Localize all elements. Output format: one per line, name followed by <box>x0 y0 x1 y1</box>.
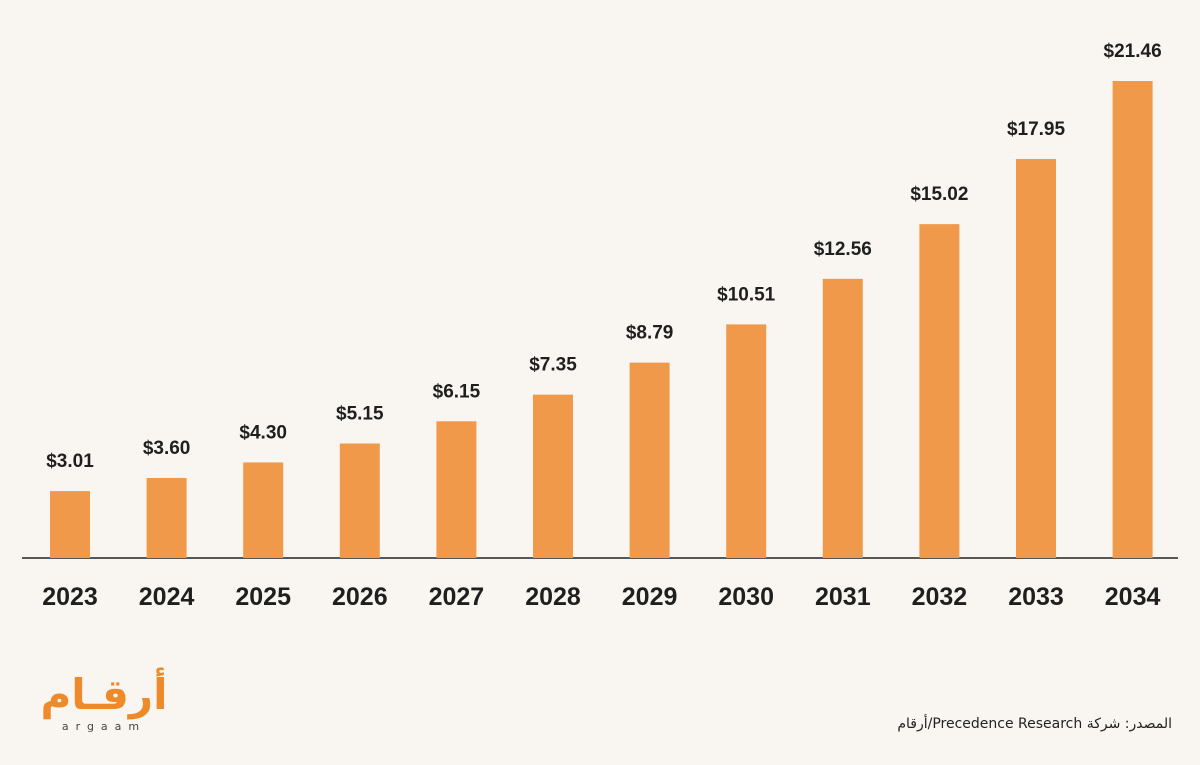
bar-2029 <box>629 362 670 558</box>
value-labels-group: $3.01 $3.60 $4.30 $5.15 $6.15 $7.35 $8.79 $10.5… <box>46 41 1161 472</box>
value-label-2024: $3.60 <box>143 438 191 459</box>
category-label-2029: 2029 <box>622 583 678 611</box>
bar-2024 <box>146 477 187 558</box>
argaam-logo: أرقـام argaam <box>34 672 174 742</box>
category-label-2027: 2027 <box>429 583 485 611</box>
category-label-2024: 2024 <box>139 583 195 611</box>
bars-group <box>50 81 1153 558</box>
value-label-2025: $4.30 <box>239 422 287 443</box>
bar-2033 <box>1016 159 1056 558</box>
category-label-2033: 2033 <box>1008 583 1064 611</box>
category-label-2026: 2026 <box>332 583 388 611</box>
category-label-2025: 2025 <box>235 583 291 611</box>
value-label-2030: $10.51 <box>717 284 776 305</box>
category-labels-group: 2023 2024 2025 2026 2027 2028 2029 2030 2031 2032… <box>42 583 1160 611</box>
value-label-2027: $6.15 <box>433 381 481 402</box>
bar-2023 <box>50 491 90 558</box>
category-label-2034: 2034 <box>1105 583 1161 611</box>
value-label-2023: $3.01 <box>46 451 94 472</box>
bar-2026 <box>339 443 380 558</box>
logo-latin-text: argaam <box>61 720 147 733</box>
category-label-2023: 2023 <box>42 583 98 611</box>
category-label-2031: 2031 <box>815 583 871 611</box>
bar-2025 <box>243 462 284 558</box>
bar-2030 <box>726 324 767 558</box>
value-label-2028: $7.35 <box>529 355 577 376</box>
bar-2031 <box>822 278 863 558</box>
bar-chart: $3.01 $3.60 $4.30 $5.15 $6.15 $7.35 $8.79 $10.5… <box>22 41 1178 611</box>
category-label-2030: 2030 <box>718 583 774 611</box>
bar-2032 <box>919 224 960 558</box>
value-label-2033: $17.95 <box>1007 119 1066 140</box>
value-label-2026: $5.15 <box>336 404 384 425</box>
value-label-2034: $21.46 <box>1104 41 1162 62</box>
value-label-2032: $15.02 <box>910 184 968 205</box>
bar-2027 <box>436 421 477 558</box>
value-label-2029: $8.79 <box>626 323 674 344</box>
bar-2028 <box>533 394 573 558</box>
category-label-2032: 2032 <box>912 583 968 611</box>
bar-2034 <box>1112 81 1153 558</box>
category-label-2028: 2028 <box>525 583 581 611</box>
source-note: المصدر: شركة Precedence Research/أرقام <box>897 716 1172 732</box>
value-label-2031: $12.56 <box>814 239 872 260</box>
logo-arabic-text: أرقـام <box>40 670 168 719</box>
